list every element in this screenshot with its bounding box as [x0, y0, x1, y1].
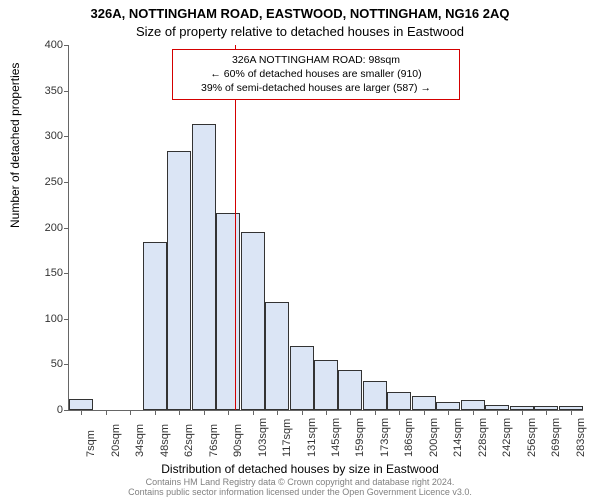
- x-tick-label: 90sqm: [232, 424, 244, 457]
- histogram-bar: [436, 402, 460, 410]
- x-tick-label: 7sqm: [85, 430, 97, 457]
- x-tick-mark: [302, 410, 303, 415]
- chart-title-1: 326A, NOTTINGHAM ROAD, EASTWOOD, NOTTING…: [0, 6, 600, 21]
- histogram-bar: [412, 396, 436, 410]
- histogram-bar: [461, 400, 485, 410]
- x-tick-mark: [326, 410, 327, 415]
- x-tick-mark: [155, 410, 156, 415]
- y-tick-label: 400: [29, 39, 63, 51]
- histogram-bar: [290, 346, 314, 410]
- histogram-bar: [167, 151, 191, 410]
- x-tick-label: 186sqm: [403, 418, 415, 457]
- x-tick-mark: [424, 410, 425, 415]
- x-tick-mark: [277, 410, 278, 415]
- chart-title-2: Size of property relative to detached ho…: [0, 24, 600, 39]
- y-tick-label: 0: [29, 404, 63, 416]
- x-tick-label: 103sqm: [257, 418, 269, 457]
- y-tick-label: 50: [29, 358, 63, 370]
- x-tick-mark: [81, 410, 82, 415]
- x-tick-mark: [546, 410, 547, 415]
- x-tick-label: 159sqm: [354, 418, 366, 457]
- x-tick-mark: [375, 410, 376, 415]
- x-tick-mark: [204, 410, 205, 415]
- x-tick-label: 76sqm: [208, 424, 220, 457]
- x-tick-mark: [522, 410, 523, 415]
- footer-line-2: Contains public sector information licen…: [128, 487, 472, 497]
- histogram-bar: [192, 124, 216, 410]
- x-tick-label: 228sqm: [477, 418, 489, 457]
- y-tick-mark: [64, 364, 69, 365]
- chart-container: 326A, NOTTINGHAM ROAD, EASTWOOD, NOTTING…: [0, 0, 600, 500]
- histogram-bar: [338, 370, 362, 410]
- x-tick-mark: [253, 410, 254, 415]
- marker-line: [235, 45, 236, 410]
- x-tick-mark: [448, 410, 449, 415]
- y-tick-mark: [64, 228, 69, 229]
- y-tick-mark: [64, 410, 69, 411]
- x-tick-mark: [497, 410, 498, 415]
- histogram-bar: [265, 302, 289, 410]
- x-tick-label: 117sqm: [281, 419, 293, 457]
- x-tick-mark: [399, 410, 400, 415]
- x-tick-mark: [473, 410, 474, 415]
- x-tick-mark: [130, 410, 131, 415]
- histogram-bar: [387, 392, 411, 410]
- annotation-box: 326A NOTTINGHAM ROAD: 98sqm← 60% of deta…: [172, 49, 460, 100]
- y-tick-label: 250: [29, 176, 63, 188]
- x-tick-label: 34sqm: [134, 424, 146, 457]
- histogram-bar: [363, 381, 387, 410]
- histogram-bar: [216, 213, 240, 410]
- histogram-bar: [143, 242, 167, 410]
- x-tick-label: 62sqm: [183, 424, 195, 457]
- x-tick-mark: [350, 410, 351, 415]
- y-tick-label: 300: [29, 130, 63, 142]
- plot-area: 0501001502002503003504007sqm20sqm34sqm48…: [68, 45, 583, 411]
- x-tick-label: 269sqm: [550, 418, 562, 457]
- x-tick-label: 242sqm: [501, 418, 513, 457]
- x-tick-label: 48sqm: [159, 424, 171, 457]
- x-tick-label: 20sqm: [110, 424, 122, 457]
- y-tick-mark: [64, 45, 69, 46]
- y-tick-label: 200: [29, 222, 63, 234]
- x-tick-label: 173sqm: [379, 418, 391, 457]
- y-tick-mark: [64, 91, 69, 92]
- x-tick-label: 200sqm: [428, 418, 440, 457]
- histogram-bar: [314, 360, 338, 410]
- x-tick-mark: [106, 410, 107, 415]
- x-tick-mark: [571, 410, 572, 415]
- x-tick-label: 256sqm: [526, 418, 538, 457]
- x-tick-label: 131sqm: [306, 418, 318, 457]
- x-tick-label: 145sqm: [330, 418, 342, 457]
- histogram-bar: [69, 399, 93, 410]
- y-tick-label: 100: [29, 313, 63, 325]
- y-tick-mark: [64, 319, 69, 320]
- footer-attribution: Contains HM Land Registry data © Crown c…: [0, 478, 600, 498]
- y-tick-label: 150: [29, 267, 63, 279]
- x-tick-mark: [228, 410, 229, 415]
- x-axis-label: Distribution of detached houses by size …: [0, 462, 600, 476]
- histogram-bar: [241, 232, 265, 410]
- x-tick-label: 214sqm: [452, 418, 464, 457]
- footer-line-1: Contains HM Land Registry data © Crown c…: [146, 477, 455, 487]
- y-axis-label: Number of detached properties: [8, 63, 22, 228]
- x-tick-label: 283sqm: [575, 418, 587, 457]
- y-tick-label: 350: [29, 85, 63, 97]
- y-tick-mark: [64, 136, 69, 137]
- x-tick-mark: [179, 410, 180, 415]
- y-tick-mark: [64, 273, 69, 274]
- y-tick-mark: [64, 182, 69, 183]
